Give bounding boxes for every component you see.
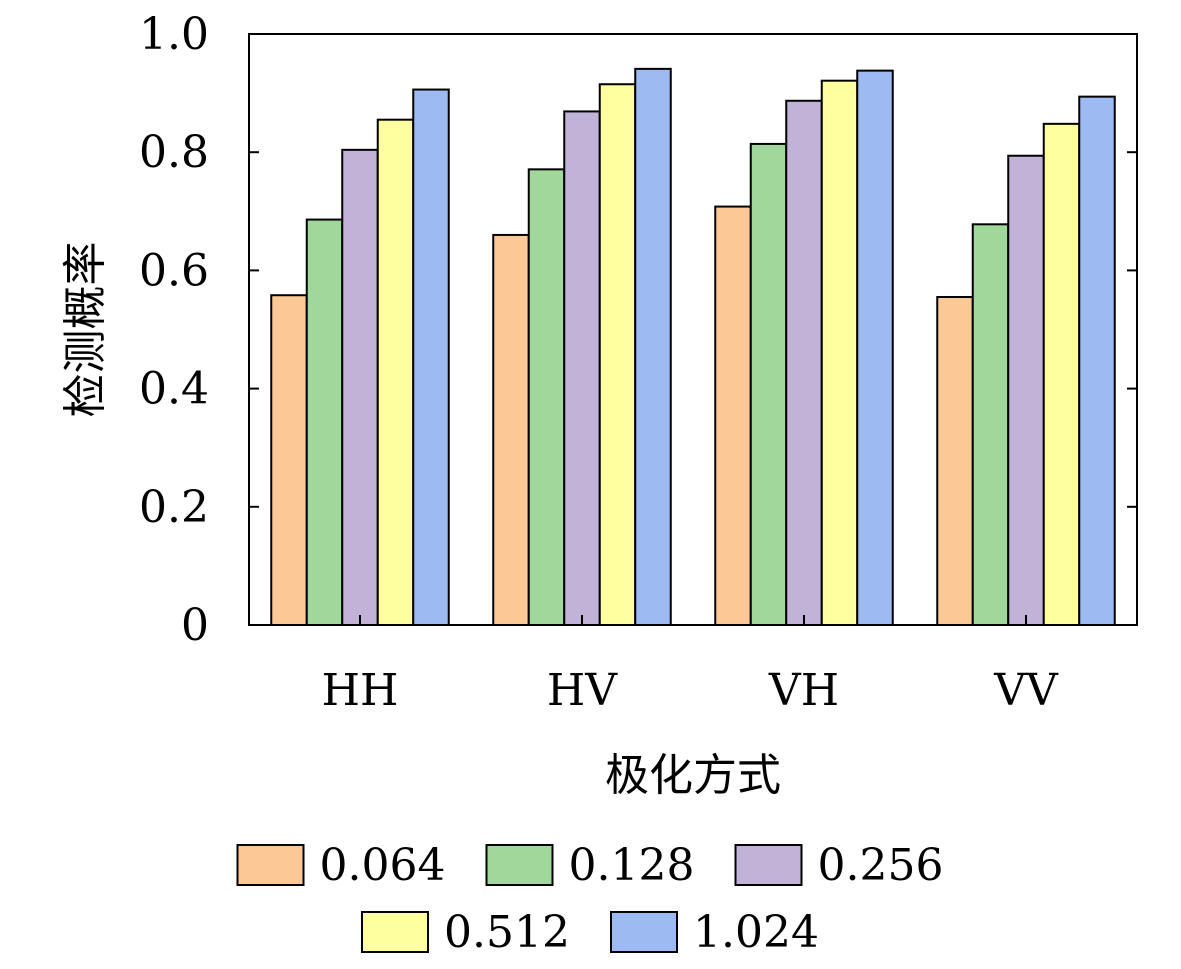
y-tick-label: 0.4 — [139, 364, 209, 415]
legend-label: 0.064 — [320, 840, 446, 891]
bar-vh-0_256 — [785, 99, 823, 626]
legend-swatch — [610, 911, 678, 953]
y-tick-label: 0.6 — [139, 245, 209, 296]
legend-label: 0.256 — [818, 840, 944, 891]
bar-vv-1_024 — [1078, 95, 1116, 626]
y-tick-label: 0.2 — [139, 482, 209, 533]
bar-hv-0_128 — [527, 168, 566, 627]
x-axis: HH HV VH VV — [322, 615, 1059, 716]
y-tick-label: 1.0 — [139, 9, 209, 60]
x-axis-title: 极化方式 — [605, 750, 781, 801]
bar-hh-0_256 — [341, 148, 379, 626]
legend-swatch — [236, 844, 305, 886]
y-axis: 0 0.2 0.4 0.6 0.8 1.0 — [139, 9, 1137, 651]
bar-hh-1_024 — [412, 88, 450, 626]
legend-label: 0.512 — [444, 907, 570, 958]
bar-hv-1_024 — [634, 67, 672, 626]
legend-swatch — [485, 844, 554, 886]
x-tick-label: VH — [768, 665, 839, 716]
bar-hh-0_128 — [305, 218, 344, 626]
bars-group — [270, 67, 1116, 627]
legend-swatch — [361, 911, 429, 953]
bar-hv-0_256 — [563, 110, 601, 626]
x-tick-label: VV — [993, 665, 1059, 716]
bar-vh-0_128 — [749, 142, 788, 626]
bar-hv-0_064 — [492, 233, 530, 626]
bar-vh-1_024 — [856, 69, 894, 626]
legend-label: 1.024 — [693, 907, 819, 958]
bar-vh-0_064 — [714, 205, 752, 627]
legend: 0.064 0.128 0.256 0.512 1.024 — [236, 840, 944, 958]
y-tick-label: 0.8 — [139, 127, 209, 178]
legend-swatch — [734, 844, 803, 886]
bar-vh-0_512 — [820, 79, 859, 626]
plot-frame — [248, 33, 1138, 626]
bar-vv-0_064 — [936, 295, 974, 626]
y-axis-title: 检测概率 — [60, 242, 111, 418]
legend-label: 0.128 — [569, 840, 695, 891]
bar-hh-0_064 — [270, 294, 308, 626]
y-tick-label: 0 — [181, 600, 209, 651]
x-tick-label: HV — [547, 665, 618, 716]
bar-vv-0_128 — [971, 223, 1010, 626]
bar-hh-0_512 — [376, 118, 415, 626]
bar-hv-0_512 — [598, 83, 637, 627]
bar-vv-0_256 — [1007, 154, 1045, 626]
bar-vv-0_512 — [1042, 122, 1081, 626]
x-tick-label: HH — [322, 665, 399, 716]
